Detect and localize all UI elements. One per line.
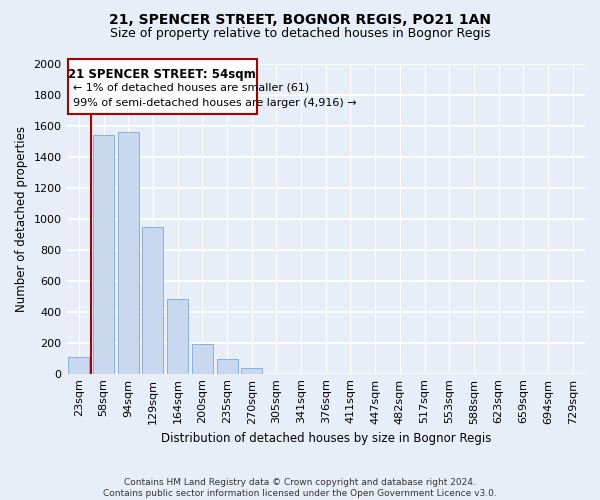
- FancyBboxPatch shape: [68, 59, 257, 114]
- Text: Contains HM Land Registry data © Crown copyright and database right 2024.
Contai: Contains HM Land Registry data © Crown c…: [103, 478, 497, 498]
- Text: 99% of semi-detached houses are larger (4,916) →: 99% of semi-detached houses are larger (…: [73, 98, 356, 108]
- Bar: [142, 226, 163, 374]
- Bar: [93, 136, 114, 374]
- Bar: [118, 132, 139, 374]
- Text: 21, SPENCER STREET, BOGNOR REGIS, PO21 1AN: 21, SPENCER STREET, BOGNOR REGIS, PO21 1…: [109, 12, 491, 26]
- Text: ← 1% of detached houses are smaller (61): ← 1% of detached houses are smaller (61): [73, 83, 309, 93]
- Bar: [68, 356, 89, 374]
- Bar: [241, 368, 262, 374]
- Bar: [217, 359, 238, 374]
- X-axis label: Distribution of detached houses by size in Bognor Regis: Distribution of detached houses by size …: [161, 432, 491, 445]
- Text: 21 SPENCER STREET: 54sqm: 21 SPENCER STREET: 54sqm: [68, 68, 256, 81]
- Text: Size of property relative to detached houses in Bognor Regis: Size of property relative to detached ho…: [110, 28, 490, 40]
- Bar: [192, 344, 213, 374]
- Y-axis label: Number of detached properties: Number of detached properties: [15, 126, 28, 312]
- Bar: [167, 298, 188, 374]
